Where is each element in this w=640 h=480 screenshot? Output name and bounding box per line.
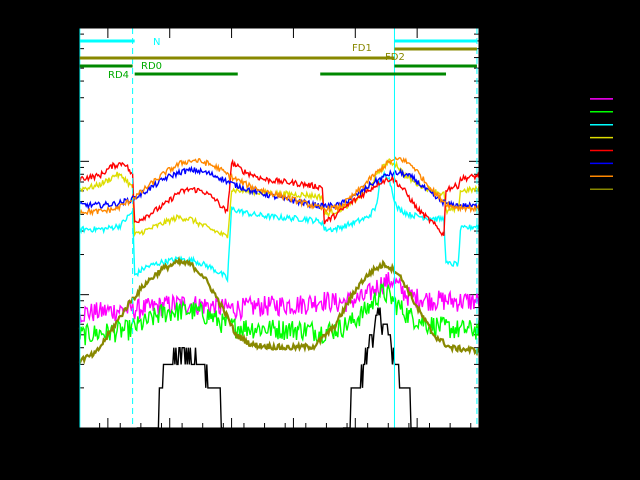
series-800-7000-kev bbox=[78, 156, 480, 217]
annotation-rd4: RD4 bbox=[108, 70, 129, 81]
annotation-n: N bbox=[153, 37, 160, 48]
y-tick-label: 1 bbox=[68, 422, 76, 437]
legend-label: 800 - 7000 keV bbox=[493, 169, 585, 183]
plot-frame bbox=[78, 27, 480, 429]
chart-title: RHESSI Observing Summary Count Rates bbox=[113, 3, 443, 22]
legend-label: 7000 - 15000 keV bbox=[477, 182, 584, 196]
plot-area bbox=[79, 28, 479, 428]
annotation-rd0: RD0 bbox=[141, 61, 162, 72]
legend-label: 300 - 800 keV bbox=[500, 156, 584, 170]
legend-header-attenuator: Att 0 bbox=[597, 66, 626, 80]
mode-annotations: N FD1 FD2 RD0 RD4 bbox=[79, 28, 478, 428]
series-3-6-kev bbox=[342, 307, 418, 429]
legend-label: 100 - 300 keV bbox=[500, 144, 584, 158]
legend-label: 3 - 6 keV bbox=[531, 79, 585, 93]
x-tick-label: 00:45 bbox=[398, 435, 435, 450]
x-tick-label: 01:00 bbox=[460, 435, 497, 450]
legend-label: 6 - 12 keV bbox=[523, 92, 585, 106]
x-axis-label: Start Time (24-Feb-05 23:23:02) bbox=[167, 455, 393, 471]
x-tick-label: 23:30 bbox=[89, 435, 126, 450]
annotation-fd2: FD2 bbox=[385, 52, 405, 63]
series-300-800-kev bbox=[78, 165, 480, 211]
annotation-fd1: FD1 bbox=[352, 43, 372, 54]
x-tick-label: 00:00 bbox=[213, 435, 250, 450]
timestamp: 15-Oct-2021 05:10 bbox=[560, 467, 636, 476]
y-tick-label: 1000 bbox=[43, 22, 76, 37]
legend-label: 50 - 100 keV bbox=[508, 131, 585, 145]
x-tick-label: 00:30 bbox=[337, 435, 374, 450]
axis-ticks: 1 10 100 1000 23:30 23:45 00:00 00:15 00:30 00:45… bbox=[43, 22, 498, 450]
y-axis-label: Count Rate (s⁻¹ detector⁻¹) bbox=[22, 133, 38, 323]
series-25-50-kev bbox=[78, 169, 480, 284]
x-tick-label: 00:15 bbox=[275, 435, 312, 450]
legend-label: 25 - 50 keV bbox=[516, 118, 585, 132]
series-100-300-kev bbox=[78, 158, 480, 237]
series-12-25-kev bbox=[78, 282, 480, 346]
x-tick-label: 23:45 bbox=[151, 435, 188, 450]
y-tick-label: 100 bbox=[51, 155, 76, 170]
series-6-12-kev bbox=[78, 272, 480, 324]
legend-header-detectors: Det 1,3,4,5,6,9, bbox=[544, 52, 638, 66]
y-tick-label: 10 bbox=[59, 289, 76, 304]
legend-label: 12 - 25 keV bbox=[516, 105, 585, 119]
series-7000-15000-kev bbox=[78, 255, 480, 365]
series-lines bbox=[78, 156, 480, 429]
